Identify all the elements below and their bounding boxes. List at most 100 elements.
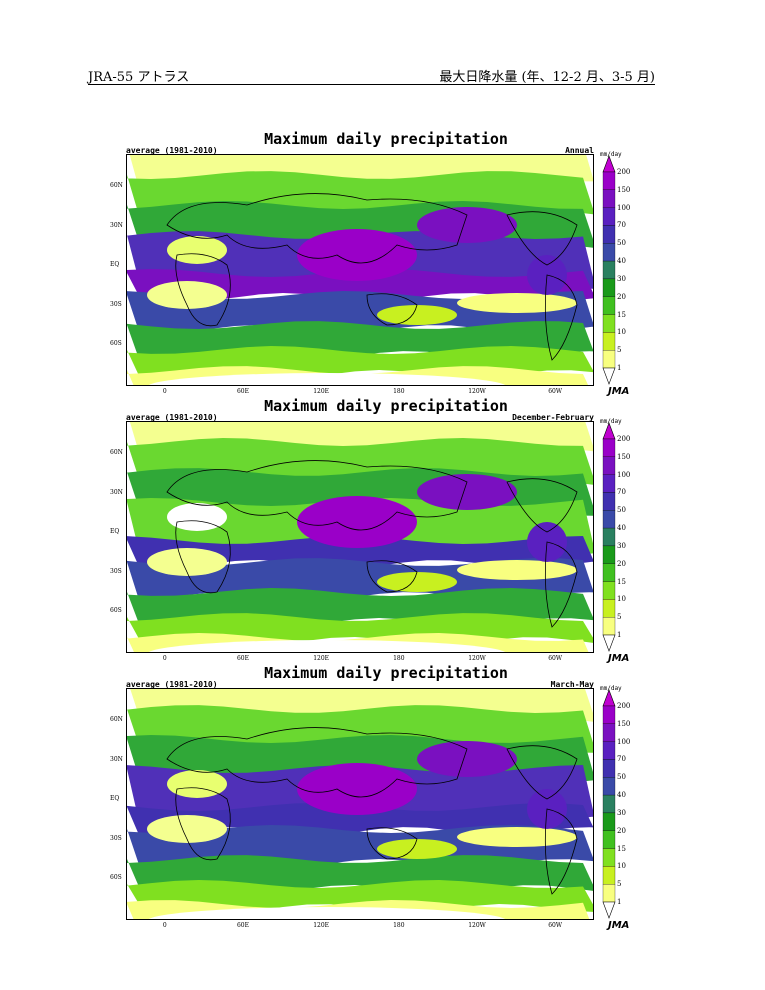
- colorbar-tick: 30: [617, 541, 626, 550]
- colorbar-units: mm/day: [600, 418, 622, 425]
- page-header-right: 最大日降水量 (年、12-2 月、3-5 月): [439, 70, 655, 85]
- colorbar-tick: 10: [617, 862, 626, 871]
- colorbar-tick: 200: [617, 702, 631, 710]
- page-header-left: JRA-55 アトラス: [88, 70, 190, 85]
- lon-label: 180: [393, 922, 405, 929]
- colorbar-segment: [602, 830, 616, 849]
- colorbar-min-arrow: [602, 634, 616, 652]
- colorbar-units: mm/day: [600, 151, 622, 158]
- lon-label: 0: [162, 388, 167, 395]
- colorbar-tick: 30: [617, 274, 626, 283]
- map-panel-mam: Maximum daily precipitation average (198…: [110, 664, 646, 934]
- coastline: [544, 808, 578, 895]
- colorbar-segment: [602, 866, 616, 885]
- colorbar-tick: 5: [617, 880, 622, 889]
- colorbar-segment: [602, 278, 616, 297]
- lat-label: 60N: [110, 182, 123, 190]
- colorbar-segment: [602, 741, 616, 760]
- colorbar-segment: [602, 599, 616, 618]
- lat-label: 30N: [110, 221, 123, 229]
- colorbar-segment: [602, 617, 616, 636]
- colorbar-tick: 40: [617, 791, 626, 800]
- dry-zone: [457, 293, 577, 313]
- colorbar-segment: [602, 794, 616, 814]
- panel-title: Maximum daily precipitation: [264, 397, 508, 415]
- colorbar-max-arrow: [602, 422, 616, 440]
- lat-label: 60N: [110, 449, 123, 457]
- colorbar-tick: 100: [617, 737, 631, 746]
- panel-period: average (1981-2010): [126, 680, 218, 689]
- colorbar-tick: 100: [617, 470, 631, 479]
- colorbar-tick: 1: [617, 631, 622, 639]
- wet-zone: [297, 229, 417, 281]
- colorbar-segment: [602, 350, 616, 369]
- colorbar-graphic: [602, 422, 616, 652]
- wet-zone: [417, 474, 517, 510]
- colorbar-segment: [602, 243, 616, 262]
- colorbar-segment: [602, 260, 616, 280]
- map-graphic: [127, 155, 593, 385]
- colorbar-segment: [602, 848, 616, 867]
- colorbar-tick: 70: [617, 221, 626, 230]
- map-panel-djf: Maximum daily precipitation average (198…: [110, 397, 646, 667]
- antarctica: [148, 373, 506, 385]
- colorbar-tick: 150: [617, 185, 631, 194]
- colorbar-tick: 50: [617, 239, 626, 248]
- header-rule: [88, 84, 655, 85]
- colorbar-graphic: [602, 155, 616, 385]
- colorbar-segment: [602, 314, 616, 333]
- colorbar-tick: 1: [617, 898, 622, 906]
- colorbar-max-arrow: [602, 155, 616, 173]
- dry-zone: [147, 815, 227, 843]
- map-graphic: [127, 689, 593, 919]
- wet-zone: [297, 763, 417, 815]
- precipitation-map: [126, 688, 594, 920]
- coastline: [366, 827, 418, 860]
- precipitation-map: [126, 154, 594, 386]
- lon-label: 60W: [548, 922, 563, 929]
- panel-season: December-February: [512, 413, 594, 422]
- dry-zone: [377, 305, 457, 325]
- lon-label: 120W: [468, 388, 486, 395]
- colorbar-tick: 70: [617, 755, 626, 764]
- colorbar-tick: 200: [617, 168, 631, 176]
- colorbar-tick: 40: [617, 257, 626, 266]
- lat-label: 30S: [110, 567, 122, 575]
- panel-title: Maximum daily precipitation: [264, 130, 508, 148]
- colorbar-segment: [602, 812, 616, 831]
- colorbar-segment: [602, 171, 616, 190]
- antarctica: [148, 640, 506, 652]
- colorbar-segment: [602, 225, 616, 244]
- colorbar-segment: [602, 207, 616, 226]
- colorbar: mm/day 200 150 100 70 50 40 30 20 15 10 5 1: [600, 151, 646, 386]
- colorbar-tick: 15: [617, 844, 626, 853]
- panel-period: average (1981-2010): [126, 146, 218, 155]
- lon-label: 120E: [313, 388, 330, 395]
- coastline: [166, 193, 468, 264]
- lat-label: 60S: [110, 340, 122, 348]
- dry-zone: [147, 548, 227, 576]
- colorbar-segment: [602, 438, 616, 457]
- dry-zone: [377, 572, 457, 592]
- coastline: [166, 460, 468, 531]
- coastline: [175, 787, 231, 861]
- colorbar-tick: 50: [617, 506, 626, 515]
- jma-logo: JMA: [608, 920, 630, 931]
- colorbar-tick: 200: [617, 435, 631, 443]
- lon-label: 120W: [468, 922, 486, 929]
- colorbar-tick: 40: [617, 524, 626, 533]
- colorbar-tick: 100: [617, 203, 631, 212]
- lon-label: 60E: [236, 655, 250, 662]
- dry-zone: [457, 827, 577, 847]
- colorbar-segment: [602, 527, 616, 547]
- colorbar-tick: 5: [617, 346, 622, 355]
- coastline: [366, 293, 418, 326]
- panel-season: March-May: [550, 680, 594, 689]
- lon-label: 0: [162, 922, 167, 929]
- lon-label: 60W: [548, 655, 563, 662]
- colorbar-tick: 15: [617, 310, 626, 319]
- colorbar-max-arrow: [602, 689, 616, 707]
- antarctica: [148, 907, 506, 919]
- map-panel-annual: Maximum daily precipitation average (198…: [110, 130, 646, 400]
- panel-title: Maximum daily precipitation: [264, 664, 508, 682]
